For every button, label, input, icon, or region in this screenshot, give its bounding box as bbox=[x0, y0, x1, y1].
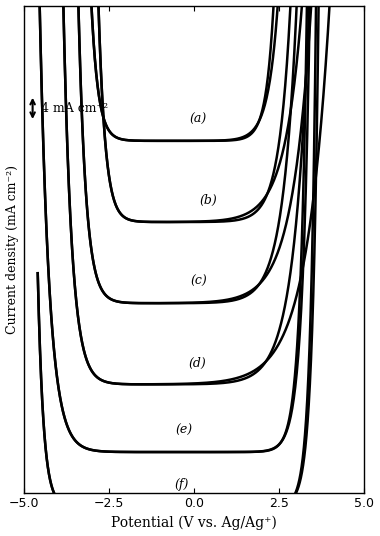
Text: (b): (b) bbox=[200, 194, 217, 207]
Text: (d): (d) bbox=[188, 356, 206, 369]
Text: (c): (c) bbox=[191, 276, 207, 288]
X-axis label: Potential (V vs. Ag/Ag⁺): Potential (V vs. Ag/Ag⁺) bbox=[111, 516, 277, 531]
Text: (f): (f) bbox=[175, 478, 189, 492]
Text: (e): (e) bbox=[176, 424, 193, 437]
Y-axis label: Current density (mA cm⁻²): Current density (mA cm⁻²) bbox=[6, 165, 19, 333]
Text: 4 mA cm⁻²: 4 mA cm⁻² bbox=[41, 102, 108, 115]
Text: (a): (a) bbox=[189, 113, 206, 126]
